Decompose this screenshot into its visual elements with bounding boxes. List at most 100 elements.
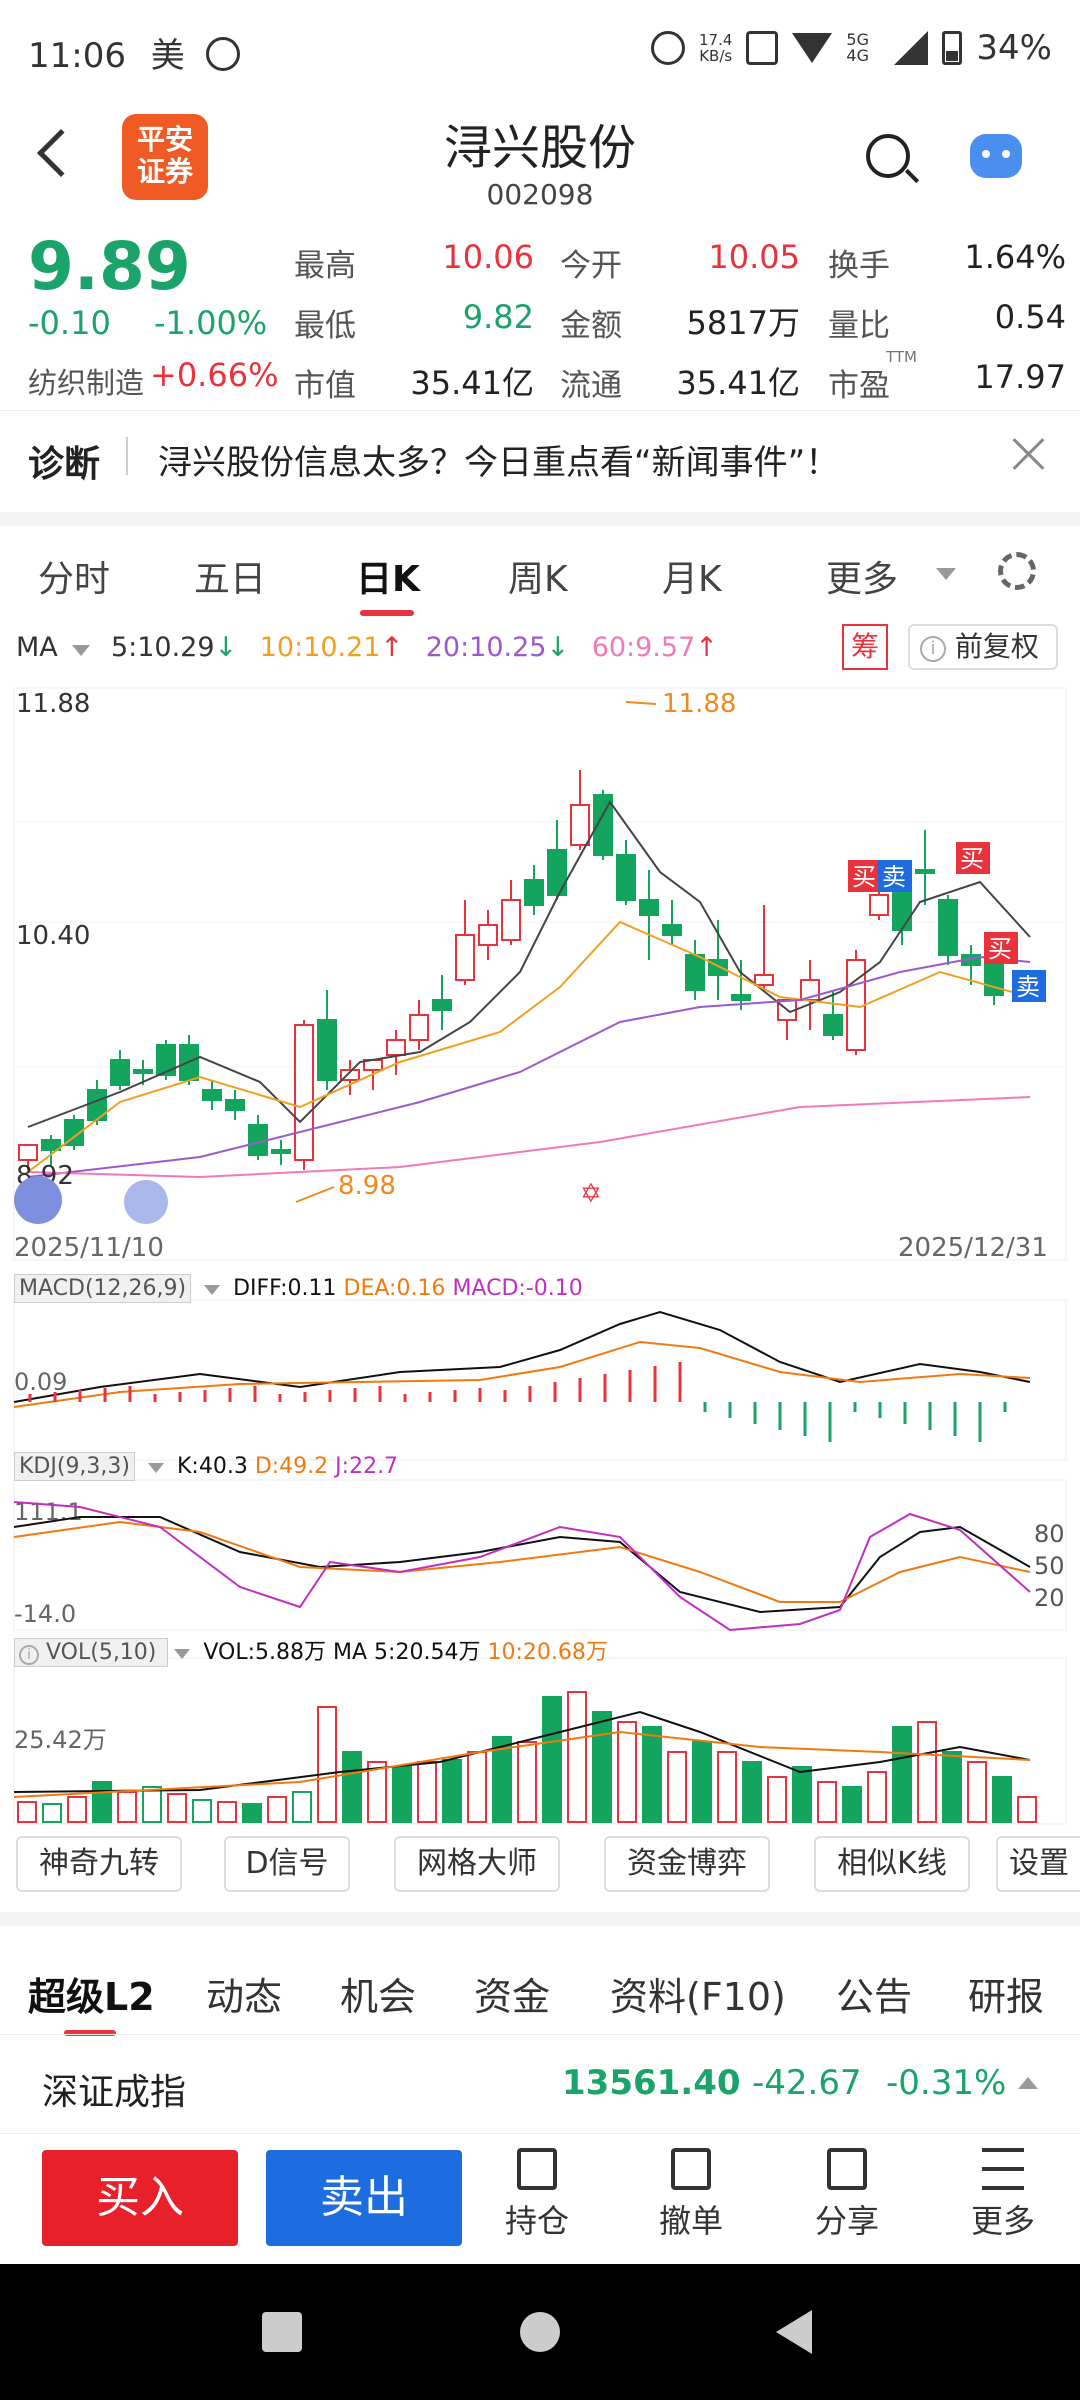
diagnosis-text: 浔兴股份信息太多？今日重点看“新闻事件”！	[158, 443, 840, 483]
ma-dropdown-icon[interactable]	[72, 645, 91, 656]
vol-label-box[interactable]: i VOL(5,10)	[14, 1638, 169, 1667]
candle-body	[340, 1069, 360, 1081]
tab-opportunity[interactable]: 机会	[340, 1975, 417, 2019]
macd-legend[interactable]: MACD(12,26,9) DIFF:0.11 DEA:0.16 MACD:-0…	[14, 1274, 583, 1303]
up-arrow-icon: ↑	[380, 632, 404, 663]
tool-capital-game[interactable]: 资金博弈	[604, 1836, 770, 1892]
close-icon[interactable]	[1012, 437, 1046, 471]
sector-pct[interactable]: +0.66%	[150, 356, 279, 394]
buy-signal: 买	[960, 845, 984, 873]
volume-bar	[167, 1793, 187, 1823]
diagnosis-banner[interactable]: 诊断 浔兴股份信息太多？今日重点看“新闻事件”！	[0, 410, 1080, 500]
stock-header: 平安 证券 浔兴股份 002098	[0, 100, 1080, 222]
tool-d-signal[interactable]: D信号	[224, 1836, 350, 1892]
pe-ttm-tag: TTM	[886, 348, 918, 366]
buy-signal-bg	[848, 860, 882, 892]
ma-legend[interactable]: MA 5:10.29↓ 10:10.21↑ 20:10.25↓ 60:9.57↑	[16, 632, 718, 663]
tab-weekly-k[interactable]: 周K	[508, 559, 568, 600]
sector-name[interactable]: 纺织制造	[28, 366, 145, 400]
search-icon[interactable]	[866, 134, 910, 178]
kdj-j-line	[13, 1501, 1031, 1632]
candle-body	[432, 999, 452, 1011]
battery-icon	[942, 31, 963, 65]
candle-body	[133, 1069, 153, 1074]
tab-intraday[interactable]: 分时	[38, 559, 111, 600]
macd-label[interactable]: MACD(12,26,9)	[14, 1274, 192, 1303]
turnover-label: 换手	[828, 248, 890, 284]
volume-bar	[192, 1799, 212, 1823]
volume-bar	[542, 1696, 562, 1823]
price-adjust-button[interactable]: i 前复权	[908, 624, 1058, 670]
candle-body	[317, 1019, 337, 1081]
buy-button[interactable]: 买入	[42, 2150, 238, 2246]
index-ticker[interactable]: 深证成指 13561.40 -42.67 -0.31%	[0, 2034, 1080, 2134]
tab-news[interactable]: 动态	[206, 1975, 283, 2019]
more-button[interactable]: 更多	[948, 2148, 1058, 2242]
volume-bar	[317, 1706, 337, 1823]
position-button[interactable]: 持仓	[482, 2148, 592, 2242]
recents-icon[interactable]	[262, 2312, 302, 2352]
info-icon: i	[920, 636, 946, 662]
vol-dropdown-icon[interactable]	[174, 1649, 191, 1659]
ma5-line	[27, 800, 1031, 1128]
candle-body	[18, 1144, 38, 1161]
ma-label[interactable]: MA	[16, 632, 58, 663]
tab-announcement[interactable]: 公告	[836, 1975, 913, 2019]
index-name: 深证成指	[42, 2072, 187, 2113]
vol-legend[interactable]: i VOL(5,10) VOL:5.88万 MA 5:20.54万 10:20.…	[14, 1634, 608, 1667]
tab-monthly-k[interactable]: 月K	[662, 559, 722, 600]
status-time: 11:06	[28, 36, 126, 76]
tab-five-day[interactable]: 五日	[194, 559, 267, 600]
candle-body	[294, 1024, 314, 1161]
volume-bar	[517, 1741, 537, 1823]
main-chart-frame	[13, 687, 1067, 1261]
tab-daily-k[interactable]: 日K	[356, 559, 420, 600]
share-button[interactable]: 分享	[792, 2148, 902, 2242]
macd-diff-line	[13, 1310, 1031, 1403]
wifi-icon	[792, 33, 833, 63]
candle-body	[570, 804, 590, 846]
candle-body	[524, 879, 544, 906]
price-change-pct: -1.00%	[154, 304, 268, 342]
tool-grid-master[interactable]: 网格大师	[394, 1836, 560, 1892]
buy-signal: 买	[988, 935, 1012, 963]
expand-up-icon[interactable]	[1018, 2077, 1038, 2089]
vol-axis-label: 25.42万	[14, 1726, 107, 1754]
net-speed: 17.4 KB/s	[699, 31, 733, 65]
tool-float-icon	[124, 1180, 168, 1224]
kdj-label[interactable]: KDJ(9,3,3)	[14, 1452, 135, 1481]
volume-bar	[842, 1786, 862, 1823]
home-icon[interactable]	[520, 2312, 560, 2352]
tool-similar-kline[interactable]: 相似K线	[814, 1836, 970, 1892]
trade-action-bar: 买入 卖出 持仓 撤单 分享 更多	[0, 2134, 1080, 2264]
candle-body	[685, 954, 705, 991]
back-nav-icon[interactable]	[776, 2310, 812, 2354]
kdj-legend[interactable]: KDJ(9,3,3) K:40.3 D:49.2 J:22.7	[14, 1452, 398, 1481]
volume-bar	[767, 1776, 787, 1823]
tab-more[interactable]: 更多	[826, 559, 899, 600]
sell-button[interactable]: 卖出	[266, 2150, 462, 2246]
tab-research[interactable]: 研报	[968, 1975, 1045, 2019]
volume-bar	[417, 1761, 437, 1823]
assistant-robot-icon[interactable]	[970, 134, 1022, 178]
ma20-value: 20:10.25	[425, 632, 547, 663]
tool-magic-nine[interactable]: 神奇九转	[16, 1836, 182, 1892]
kdj-frame	[13, 1479, 1067, 1631]
kdj-dropdown-icon[interactable]	[148, 1463, 164, 1473]
tab-super-l2[interactable]: 超级L2	[28, 1975, 155, 2019]
volume-bar	[392, 1766, 412, 1823]
volume-bar	[817, 1781, 837, 1823]
volume-bar	[117, 1791, 137, 1823]
down-arrow-icon: ↓	[214, 632, 238, 663]
tool-settings[interactable]: 设置	[996, 1836, 1080, 1892]
tab-f10[interactable]: 资料(F10)	[610, 1975, 786, 2019]
cancel-order-button[interactable]: 撤单	[636, 2148, 746, 2242]
battery-level: 34%	[976, 28, 1052, 68]
chevron-down-icon[interactable]	[936, 568, 956, 580]
macd-dropdown-icon[interactable]	[204, 1285, 221, 1295]
tab-capital[interactable]: 资金	[474, 1975, 551, 2019]
chip-distribution-button[interactable]: 筹	[842, 624, 888, 670]
kline-chart-area[interactable]: 11.88 10.40 8.92 11.88 8.98 2025/11/10 2025/12…	[0, 612, 1080, 1912]
gear-icon[interactable]	[998, 552, 1036, 590]
